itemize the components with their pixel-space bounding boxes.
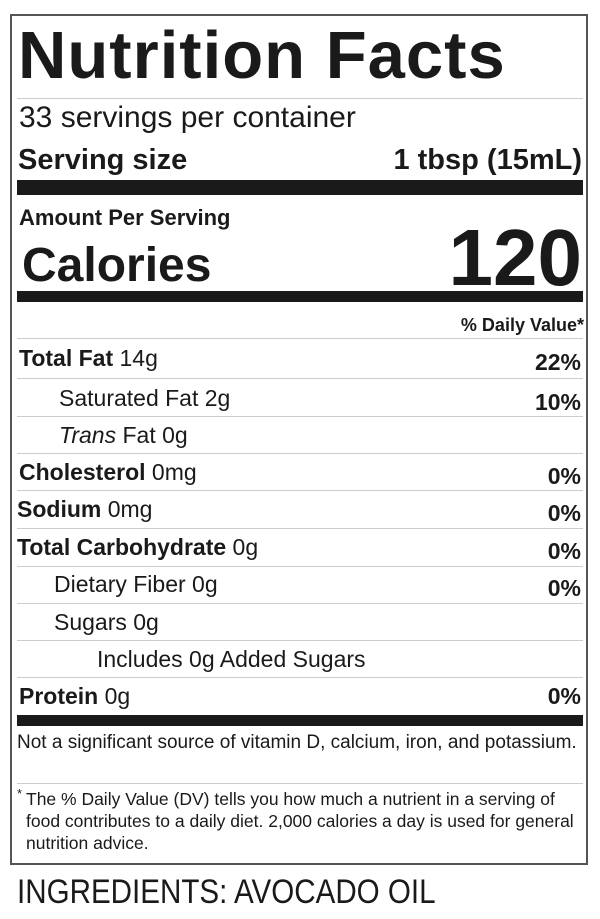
nutrient-amount: 0g — [104, 683, 131, 709]
amount-per-serving: Amount Per Serving — [19, 205, 231, 230]
nutrient-row-sodium: Sodium 0mg 0% — [17, 491, 583, 528]
nutrient-row-cholesterol: Cholesterol 0mg 0% — [17, 454, 583, 491]
divider-thick — [17, 180, 583, 195]
nutrient-row-dietary-fiber: Dietary Fiber 0g 0% — [17, 566, 583, 603]
footnote: The % Daily Value (DV) tells you how muc… — [26, 789, 574, 853]
divider — [17, 603, 583, 604]
nutrient-dv: 0% — [547, 463, 581, 489]
divider — [17, 566, 583, 567]
divider-thick — [17, 715, 583, 726]
nutrient-amount: 0g — [232, 534, 259, 560]
nutrient-amount: 0g — [133, 609, 159, 635]
calories-label: Calories — [22, 239, 212, 292]
daily-value-header: % Daily Value* — [460, 315, 584, 335]
panel-title: Nutrition Facts — [18, 18, 506, 93]
nutrient-amount: 14g — [119, 345, 158, 371]
nutrient-row-total-carbohydrate: Total Carbohydrate 0g 0% — [17, 529, 583, 566]
nutrient-row-total-fat: Total Fat 14g 22% — [17, 340, 583, 377]
serving-size-label: Serving size — [18, 144, 188, 176]
nutrient-row-trans-fat: Trans Fat 0g — [17, 417, 583, 454]
nutrient-name: Sugars — [54, 609, 127, 635]
nutrient-name: Total Fat — [19, 345, 114, 371]
nutrient-amount: 0mg — [107, 496, 153, 522]
nutrient-name: Includes 0g Added Sugars — [97, 646, 366, 672]
nutrient-dv: 0% — [547, 575, 581, 601]
nutrient-row-saturated-fat: Saturated Fat 2g 10% — [17, 380, 583, 417]
nutrient-amount: 2g — [204, 385, 231, 411]
divider — [17, 640, 583, 641]
footnote-mark: * — [17, 786, 23, 801]
divider — [17, 98, 583, 99]
nutrient-name-suffix: Fat — [122, 422, 156, 448]
divider — [17, 677, 583, 678]
nutrient-dv: 0% — [547, 500, 581, 526]
nutrient-dv: 0% — [547, 538, 581, 564]
nutrition-facts-panel — [10, 14, 588, 865]
nutrient-name: Sodium — [17, 496, 102, 522]
nutrient-amount: 0mg — [151, 459, 197, 485]
divider-thick — [17, 291, 583, 302]
nutrient-dv: 0% — [547, 683, 581, 709]
ingredients: INGREDIENTS: AVOCADO OIL — [17, 873, 436, 911]
divider — [17, 453, 583, 454]
divider — [17, 338, 583, 339]
nutrient-name: Dietary Fiber — [54, 571, 186, 597]
nutrient-name: Trans — [59, 422, 117, 448]
nutrient-amount: 0g — [192, 571, 218, 597]
nutrient-dv: 22% — [534, 349, 581, 375]
nutrient-name: Protein — [19, 683, 99, 709]
nutrient-row-sugars: Sugars 0g — [17, 604, 583, 641]
divider — [17, 378, 583, 379]
divider — [17, 528, 583, 529]
nutrient-name: Total Carbohydrate — [17, 534, 227, 560]
nutrient-dv: 10% — [534, 389, 581, 415]
divider — [17, 490, 583, 491]
nutrient-name: Saturated Fat — [59, 385, 199, 411]
nutrient-name: Cholesterol — [19, 459, 146, 485]
nutrient-amount: 0g — [162, 422, 188, 448]
servings-per-container: 33 servings per container — [19, 101, 356, 134]
calories-value: 120 — [448, 213, 582, 302]
not-significant-note: Not a significant source of vitamin D, c… — [17, 732, 577, 753]
nutrient-row-protein: Protein 0g 0% — [17, 678, 583, 715]
divider — [17, 416, 583, 417]
divider — [17, 783, 583, 784]
nutrient-row-added-sugars: Includes 0g Added Sugars — [17, 641, 583, 678]
serving-size-value: 1 tbsp (15mL) — [393, 144, 582, 176]
